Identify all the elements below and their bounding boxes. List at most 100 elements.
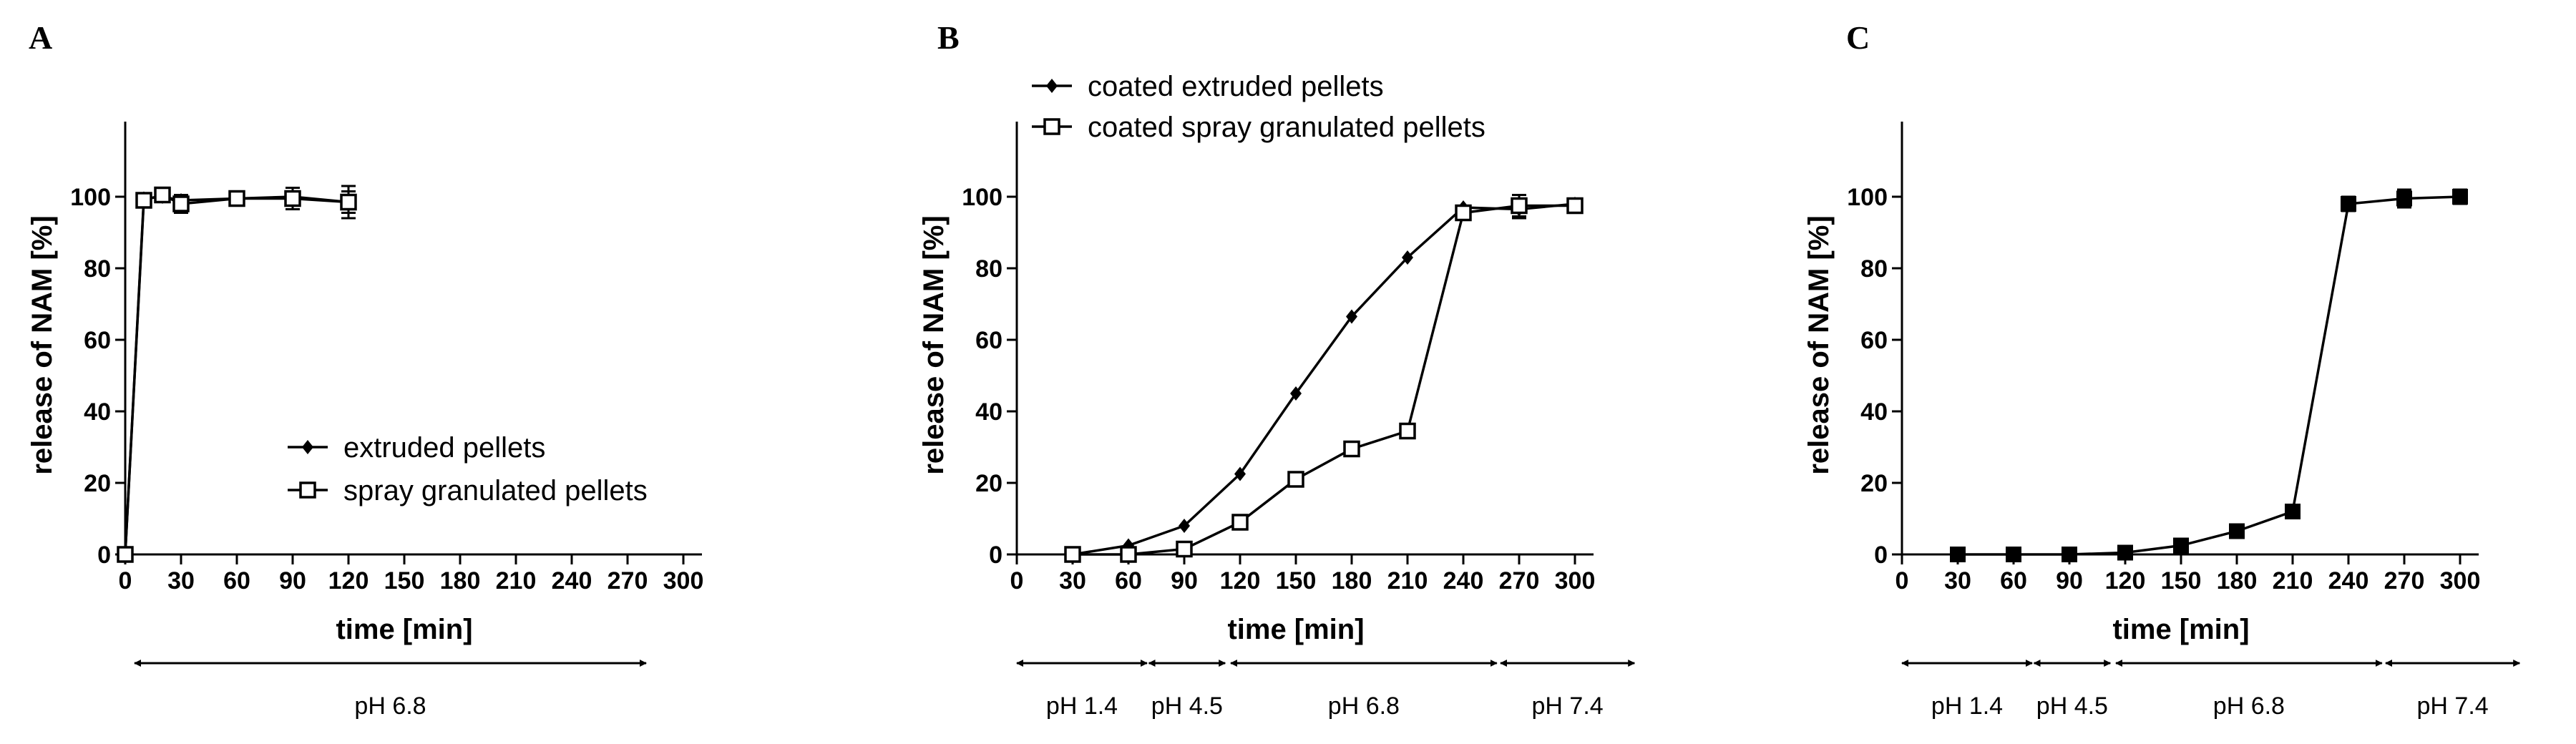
legend-marker (1046, 79, 1058, 93)
x-tick-label: 240 (552, 567, 592, 594)
x-tick-label: 120 (328, 567, 369, 594)
data-point (340, 193, 357, 211)
data-point (2452, 189, 2468, 205)
ph-range-label: pH 1.4 (1046, 692, 1118, 720)
panel-letter: B (937, 19, 960, 56)
x-tick-label: 0 (1896, 567, 1909, 594)
x-tick-label: 180 (1332, 567, 1372, 594)
data-point (1511, 197, 1528, 215)
ph-range-label: pH 1.4 (1931, 692, 2003, 720)
y-tick-label: 80 (84, 255, 111, 283)
y-axis-label: release of NAM [%] (918, 215, 950, 474)
data-point (1343, 440, 1360, 458)
y-axis-label: release of NAM [%] (26, 215, 58, 474)
y-tick-label: 40 (1860, 398, 1888, 426)
series-line (1958, 195, 2461, 556)
legend-marker (299, 481, 316, 499)
x-axis-label: time [min] (336, 614, 472, 645)
x-tick-label: 60 (2000, 567, 2027, 594)
data-point (228, 190, 245, 207)
data-point (2285, 504, 2301, 519)
data-point (1287, 471, 1304, 488)
data-point (172, 195, 190, 212)
data-point (2229, 523, 2245, 539)
y-tick-label: 40 (975, 398, 1002, 426)
data-point (1290, 386, 1302, 401)
data-point (284, 190, 301, 207)
y-tick-label: 0 (989, 542, 1002, 569)
y-tick-label: 0 (97, 542, 111, 569)
chart-panel-b: B 0 20 40 60 80 100 0 30 60 90 120 150 180 210 240 270 30… (918, 19, 1636, 720)
y-tick-label: 20 (1860, 470, 1888, 497)
x-tick-label: 210 (1387, 567, 1428, 594)
data-point (1231, 514, 1249, 531)
legend-label: extruded pellets (343, 432, 545, 464)
series-line (1072, 202, 1576, 556)
x-tick-label: 60 (1115, 567, 1142, 594)
y-tick-label: 60 (84, 327, 111, 354)
panel-letter: C (1846, 19, 1870, 56)
data-point (1120, 546, 1137, 563)
x-tick-label: 30 (1059, 567, 1086, 594)
data-point (2117, 544, 2133, 561)
x-tick-label: 60 (223, 567, 250, 594)
legend-label: coated extruded pellets (1088, 71, 1384, 102)
x-tick-label: 150 (384, 567, 425, 594)
data-point (1176, 540, 1193, 558)
x-tick-label: 120 (2105, 567, 2146, 594)
x-tick-label: 300 (663, 567, 704, 594)
x-axis-label: time [min] (2112, 614, 2249, 645)
y-tick-label: 60 (975, 327, 1002, 354)
ph-range-label: pH 4.5 (1151, 692, 1223, 720)
legend-label: spray granulated pellets (343, 475, 648, 506)
ph-range-label: pH 6.8 (2213, 692, 2285, 720)
legend-marker (302, 440, 313, 454)
x-tick-label: 270 (2384, 567, 2425, 594)
x-tick-label: 180 (2217, 567, 2258, 594)
data-point (1346, 309, 1357, 324)
data-point (1402, 250, 1413, 265)
x-tick-label: 90 (279, 567, 306, 594)
x-tick-label: 240 (1443, 567, 1484, 594)
x-tick-label: 270 (608, 567, 648, 594)
y-tick-label: 20 (975, 470, 1002, 497)
x-tick-label: 300 (1555, 567, 1596, 594)
x-axis-label: time [min] (1227, 614, 1364, 645)
x-tick-label: 0 (119, 567, 132, 594)
legend-label: coated spray granulated pellets (1088, 112, 1485, 143)
y-tick-label: 20 (84, 470, 111, 497)
data-point (1566, 197, 1584, 215)
x-tick-label: 150 (1276, 567, 1317, 594)
legend-marker (1043, 118, 1060, 135)
data-point (1399, 422, 1416, 440)
ph-range-label: pH 7.4 (1532, 692, 1604, 720)
data-point (154, 186, 171, 204)
x-tick-label: 120 (1220, 567, 1261, 594)
data-point (1234, 466, 1246, 481)
x-tick-label: 0 (1010, 567, 1024, 594)
x-tick-label: 270 (1499, 567, 1540, 594)
series-line (1073, 204, 1575, 556)
x-tick-label: 210 (496, 567, 537, 594)
ph-range-label: pH 7.4 (2417, 692, 2489, 720)
ph-range-label: pH 6.8 (1328, 692, 1400, 720)
panel-letter: A (29, 19, 52, 56)
series-0 (1950, 188, 2468, 562)
x-tick-label: 30 (167, 567, 195, 594)
y-tick-label: 100 (1847, 184, 1888, 211)
x-tick-label: 210 (2273, 567, 2313, 594)
data-point (2341, 196, 2356, 212)
data-point (2006, 547, 2021, 562)
series-1 (117, 185, 357, 563)
data-point (117, 546, 134, 563)
ph-range-label: pH 4.5 (2036, 692, 2108, 720)
x-tick-label: 150 (2161, 567, 2202, 594)
chart-panel-a: A 0 20 40 60 80 100 0 30 60 90 120 150 180 210 240 270 30… (26, 19, 703, 720)
data-point (2173, 537, 2189, 554)
y-tick-label: 40 (84, 398, 111, 426)
x-tick-label: 180 (440, 567, 481, 594)
series-1 (1064, 194, 1584, 563)
x-tick-label: 240 (2328, 567, 2369, 594)
x-tick-label: 300 (2440, 567, 2481, 594)
